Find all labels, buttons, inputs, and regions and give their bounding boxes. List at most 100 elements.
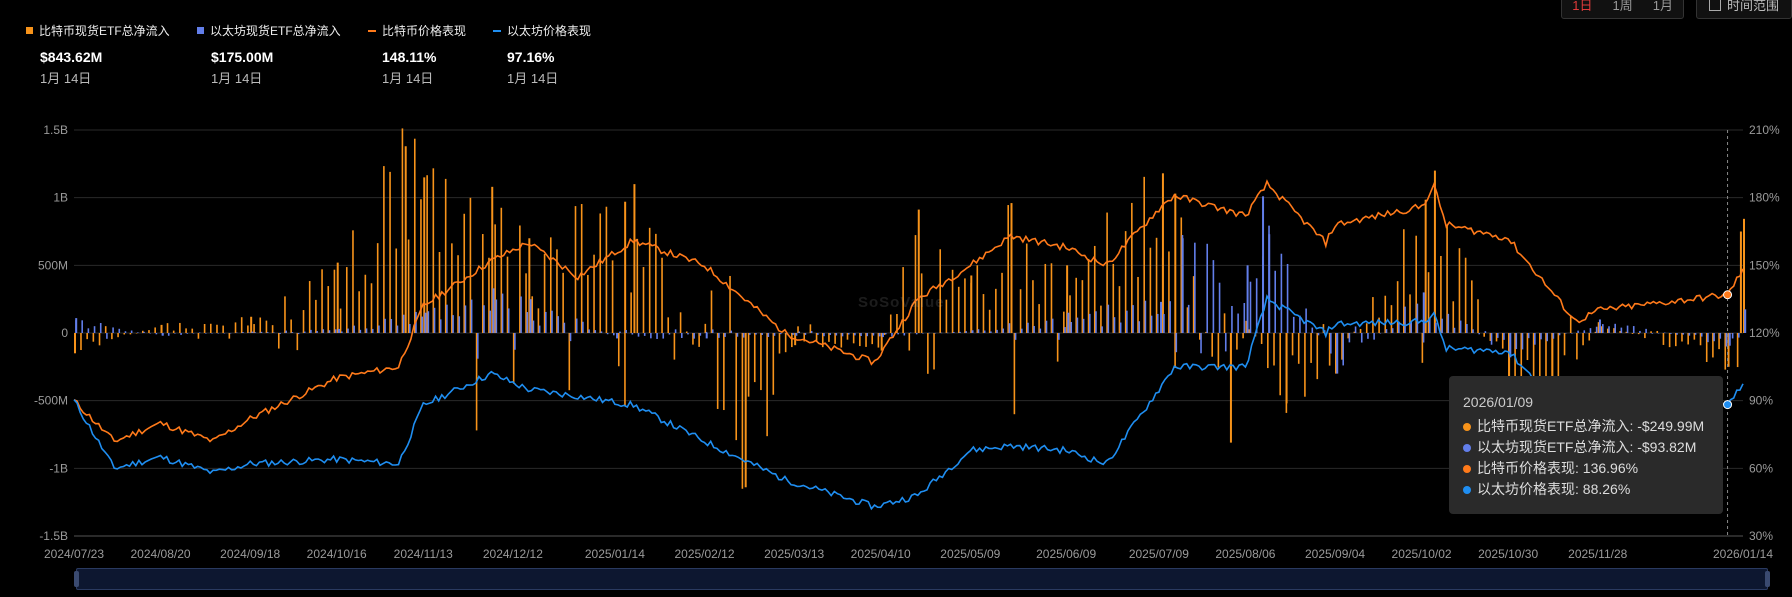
eth-flow-bar	[235, 332, 238, 334]
btc-flow-bar	[1539, 333, 1541, 391]
range-1d-button[interactable]: 1日	[1572, 0, 1593, 13]
eth-flow-bar	[1564, 333, 1567, 334]
btc-flow-bar	[98, 333, 101, 346]
btc-flow-bar	[1267, 333, 1269, 369]
eth-flow-bar	[668, 333, 671, 335]
eth-flow-bar	[1262, 196, 1265, 333]
btc-flow-bar	[1378, 317, 1380, 333]
eth-flow-bar	[650, 333, 652, 339]
eth-flow-bar	[1249, 281, 1252, 333]
eth-flow-bar	[1342, 333, 1345, 366]
tooltip-row: 比特币价格表现: 136.96%	[1463, 458, 1709, 479]
eth-flow-bar	[990, 331, 992, 333]
btc-flow-bar	[438, 252, 441, 333]
btc-flow-bar	[1273, 333, 1275, 366]
eth-flow-bar	[1682, 333, 1684, 335]
legend-item-btc-price[interactable]: 比特币价格表现 148.11% 1月 14日	[368, 22, 493, 87]
eth-flow-bar	[251, 331, 254, 333]
eth-flow-bar	[1367, 333, 1369, 339]
eth-flow-bar	[1138, 321, 1141, 333]
tooltip-text: 以太坊价格表现: 88.26%	[1477, 481, 1631, 497]
btc-flow-bar	[265, 320, 268, 333]
btc-flow-bar	[704, 323, 707, 333]
range-1m-button[interactable]: 1月	[1652, 0, 1673, 13]
slider-handle-right[interactable]	[1765, 571, 1770, 587]
btc-flow-bar	[494, 224, 496, 333]
eth-flow-bar	[1416, 303, 1419, 333]
btc-flow-bar	[1588, 333, 1591, 341]
eth-flow-bar	[242, 332, 244, 333]
btc-flow-bar	[1168, 251, 1170, 333]
time-range-button[interactable]: 时间范围	[1695, 0, 1792, 19]
btc-flow-bar	[141, 330, 144, 333]
range-1w-button[interactable]: 1周	[1612, 0, 1633, 13]
tooltip-row: 比特币现货ETF总净流入: -$249.99M	[1463, 416, 1709, 437]
eth-flow-bar	[1379, 333, 1382, 334]
eth-flow-bar	[130, 330, 133, 333]
btc-flow-bar	[562, 272, 564, 333]
eth-flow-bar	[87, 328, 90, 333]
eth-flow-bar	[619, 331, 621, 333]
slider-handle-left[interactable]	[74, 571, 79, 587]
btc-flow-bar	[753, 333, 756, 383]
eth-flow-bar	[767, 333, 770, 337]
eth-flow-bar	[433, 307, 436, 333]
btc-flow-bar	[778, 333, 781, 354]
btc-flow-bar	[846, 333, 849, 340]
btc-flow-bar	[1044, 263, 1047, 333]
eth-flow-bar	[155, 333, 158, 335]
btc-flow-bar	[1508, 333, 1511, 397]
eth-flow-bar	[334, 329, 337, 333]
eth-flow-bar	[866, 333, 869, 337]
btc-flow-bar	[648, 227, 651, 333]
btc-flow-bar	[828, 333, 830, 342]
eth-flow-bar	[483, 305, 485, 333]
btc-flow-bar	[404, 146, 407, 333]
legend-label: 以太坊现货ETF总净流入	[210, 24, 341, 38]
x-tick-label: 2025/09/04	[1305, 547, 1365, 561]
eth-flow-bar	[971, 330, 974, 333]
eth-flow-bar	[884, 333, 887, 335]
legend-item-btc-etf[interactable]: 比特币现货ETF总净流入 $843.62M 1月 14日	[26, 22, 197, 87]
y-left-tick-label: 0	[61, 326, 68, 340]
btc-flow-bar	[642, 267, 645, 333]
btc-flow-bar	[519, 225, 521, 333]
eth-flow-bar	[93, 326, 96, 333]
eth-flow-bar	[1268, 234, 1271, 333]
zoom-slider[interactable]	[74, 568, 1770, 590]
eth-flow-bar	[161, 333, 164, 336]
eth-flow-bar	[1602, 324, 1604, 333]
eth-flow-bar	[705, 333, 708, 339]
btc-flow-bar	[389, 171, 391, 333]
eth-flow-bar	[1459, 320, 1462, 333]
btc-flow-bar	[129, 333, 132, 335]
btc-flow-bar	[166, 323, 169, 333]
legend-item-eth-price[interactable]: 以太坊价格表现 97.16% 1月 14日	[493, 22, 664, 87]
legend-item-eth-etf[interactable]: 以太坊现货ETF总净流入 $175.00M 1月 14日	[197, 22, 368, 87]
range-selector: 1日 1周 1月	[1561, 0, 1684, 19]
btc-flow-bar	[1075, 277, 1077, 333]
x-tick-label: 2025/05/09	[940, 547, 1000, 561]
btc-flow-bar	[1396, 281, 1399, 333]
eth-flow-bar	[520, 296, 522, 333]
eth-flow-bar	[810, 331, 813, 333]
eth-flow-bar	[1447, 313, 1450, 333]
eth-flow-bar	[1354, 326, 1357, 333]
btc-flow-bar	[1681, 333, 1683, 342]
btc-flow-bar	[617, 333, 620, 367]
btc-flow-bar	[1464, 257, 1467, 333]
btc-flow-bar	[1483, 333, 1485, 337]
btc-flow-bar	[791, 333, 793, 348]
legend-swatch	[197, 27, 204, 34]
btc-flow-bar	[1675, 333, 1677, 347]
eth-flow-bar	[1558, 333, 1561, 336]
btc-flow-bar	[840, 333, 843, 348]
btc-flow-bar	[859, 333, 861, 347]
btc-flow-bar	[247, 325, 249, 333]
eth-flow-bar	[1651, 333, 1654, 334]
btc-flow-bar	[250, 316, 253, 333]
y-left-tick-label: 1B	[53, 191, 68, 205]
btc-flow-bar	[1743, 218, 1745, 333]
btc-flow-bar	[797, 326, 799, 333]
